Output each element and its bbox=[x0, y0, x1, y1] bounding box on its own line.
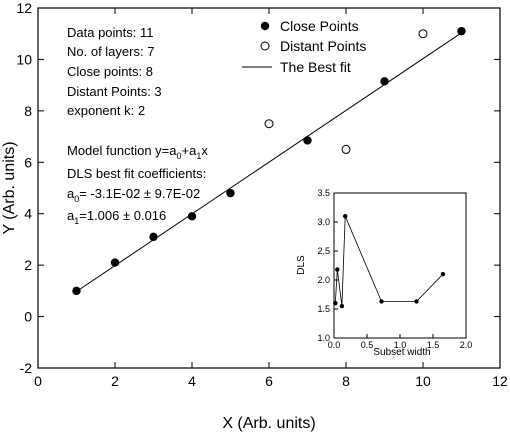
a0-value: = -3.1E-02 ± 9.7E-02 bbox=[79, 186, 200, 201]
y-tick-label: -2 bbox=[20, 360, 33, 376]
inset-y-tick-label: 1.0 bbox=[317, 333, 330, 343]
x-tick-label: 8 bbox=[342, 373, 350, 389]
stats-annotation: Data points: 11 No. of layers: 7 Close p… bbox=[67, 25, 208, 226]
coefficient-a0: a0= -3.1E-02 ± 9.7E-02 bbox=[67, 186, 200, 204]
x-tick-label: 4 bbox=[188, 373, 196, 389]
model-function: Model function y=a0+a1x bbox=[67, 143, 208, 161]
stat-close-points: Close points: 8 bbox=[67, 64, 153, 79]
distant-point bbox=[341, 144, 351, 154]
close-point bbox=[187, 212, 197, 221]
inset-x-tick-label: 1.0 bbox=[394, 340, 407, 350]
inset-plot-frame bbox=[333, 192, 467, 339]
stat-data-points: Data points: 11 bbox=[67, 25, 153, 40]
inset-x-axis-title: Subset width bbox=[373, 347, 430, 358]
inset-point bbox=[440, 272, 446, 277]
distant-point bbox=[418, 29, 428, 39]
stat-layers: No. of layers: 7 bbox=[67, 44, 154, 59]
inset-y-tick-label: 1.5 bbox=[317, 304, 330, 314]
a0-symbol: a bbox=[67, 186, 75, 201]
distant-point bbox=[264, 119, 274, 129]
legend-distant-marker bbox=[260, 41, 270, 51]
inset-x-tick-label: 0.0 bbox=[328, 340, 341, 350]
inset-point bbox=[379, 299, 384, 304]
inset-y-tick-label: 3.0 bbox=[317, 217, 330, 227]
legend-close-marker bbox=[260, 21, 270, 31]
y-tick-label: 8 bbox=[24, 103, 32, 119]
inset-y-axis-title: DLS bbox=[296, 255, 307, 275]
best-fit-layer bbox=[76, 32, 462, 292]
y-tick-label: 6 bbox=[24, 154, 32, 170]
inset-point bbox=[335, 267, 340, 272]
inset-point bbox=[414, 299, 419, 304]
close-point bbox=[303, 136, 312, 145]
y-tick-label: 12 bbox=[16, 0, 32, 16]
inset-point bbox=[343, 214, 348, 219]
inset-series-layer bbox=[333, 214, 446, 309]
a1-value: =1.006 ± 0.016 bbox=[79, 208, 166, 223]
x-tick-label: 6 bbox=[265, 373, 273, 389]
inset-x-tick-label: 2.0 bbox=[460, 340, 473, 350]
y-tick-label: 2 bbox=[24, 257, 32, 273]
stat-distant-points: Distant Points: 3 bbox=[67, 84, 162, 99]
y-tick-label: 4 bbox=[24, 206, 32, 222]
x-axis-title: X (Arb. units) bbox=[222, 415, 315, 432]
inset-ticks: 0.0 0.5 1.0 1.5 2.0 1.0 1.5 2.0 2.5 3.0 3.5 bbox=[317, 188, 472, 350]
a0-subscript: 0 bbox=[74, 194, 79, 204]
a1-subscript: 1 bbox=[74, 216, 79, 226]
inset-y-tick-label: 2.5 bbox=[317, 246, 330, 256]
fit-heading: DLS best fit coefficients: bbox=[67, 166, 206, 181]
inset-x-tick-label: 0.5 bbox=[361, 340, 374, 350]
inset-x-tick-label: 1.5 bbox=[427, 340, 440, 350]
close-point bbox=[380, 77, 389, 86]
inset-y-tick-label: 2.0 bbox=[317, 275, 330, 285]
coefficient-a1: a1=1.006 ± 0.016 bbox=[67, 208, 166, 226]
close-point bbox=[226, 188, 235, 198]
close-point bbox=[72, 286, 81, 296]
model-function-prefix: Model function y=a bbox=[67, 143, 177, 158]
model-function-sub0: 0 bbox=[176, 151, 181, 161]
stat-exponent: exponent k: 2 bbox=[67, 103, 145, 118]
inset-point bbox=[333, 301, 338, 306]
inset-chart: 0.0 0.5 1.0 1.5 2.0 1.0 1.5 2.0 2.5 3.0 3.5 Subset… bbox=[296, 188, 472, 358]
y-axis-title: Y (Arb. units) bbox=[1, 141, 18, 234]
a1-symbol: a bbox=[67, 208, 75, 223]
x-tick-label: 2 bbox=[111, 373, 119, 389]
x-tick-label: 0 bbox=[34, 373, 42, 389]
close-point bbox=[149, 232, 158, 242]
y-tick-label: 10 bbox=[16, 51, 32, 67]
legend-close-label: Close Points bbox=[280, 18, 359, 34]
model-function-mid: +a bbox=[182, 143, 198, 158]
legend: Close Points Distant Points The Best fit bbox=[242, 18, 366, 75]
y-tick-label: 0 bbox=[24, 309, 32, 325]
x-tick-label: 12 bbox=[492, 373, 508, 389]
legend-fit-label: The Best fit bbox=[280, 59, 351, 75]
data-points-layer bbox=[72, 26, 466, 296]
close-point bbox=[110, 258, 120, 267]
inset-y-tick-label: 3.5 bbox=[317, 188, 330, 198]
model-function-suffix: x bbox=[201, 143, 208, 158]
legend-distant-label: Distant Points bbox=[280, 38, 366, 54]
inset-point bbox=[339, 303, 345, 309]
x-tick-label: 10 bbox=[415, 373, 431, 389]
best-fit-line bbox=[76, 32, 462, 292]
close-point bbox=[457, 26, 466, 36]
model-function-sub1: 1 bbox=[196, 151, 201, 161]
